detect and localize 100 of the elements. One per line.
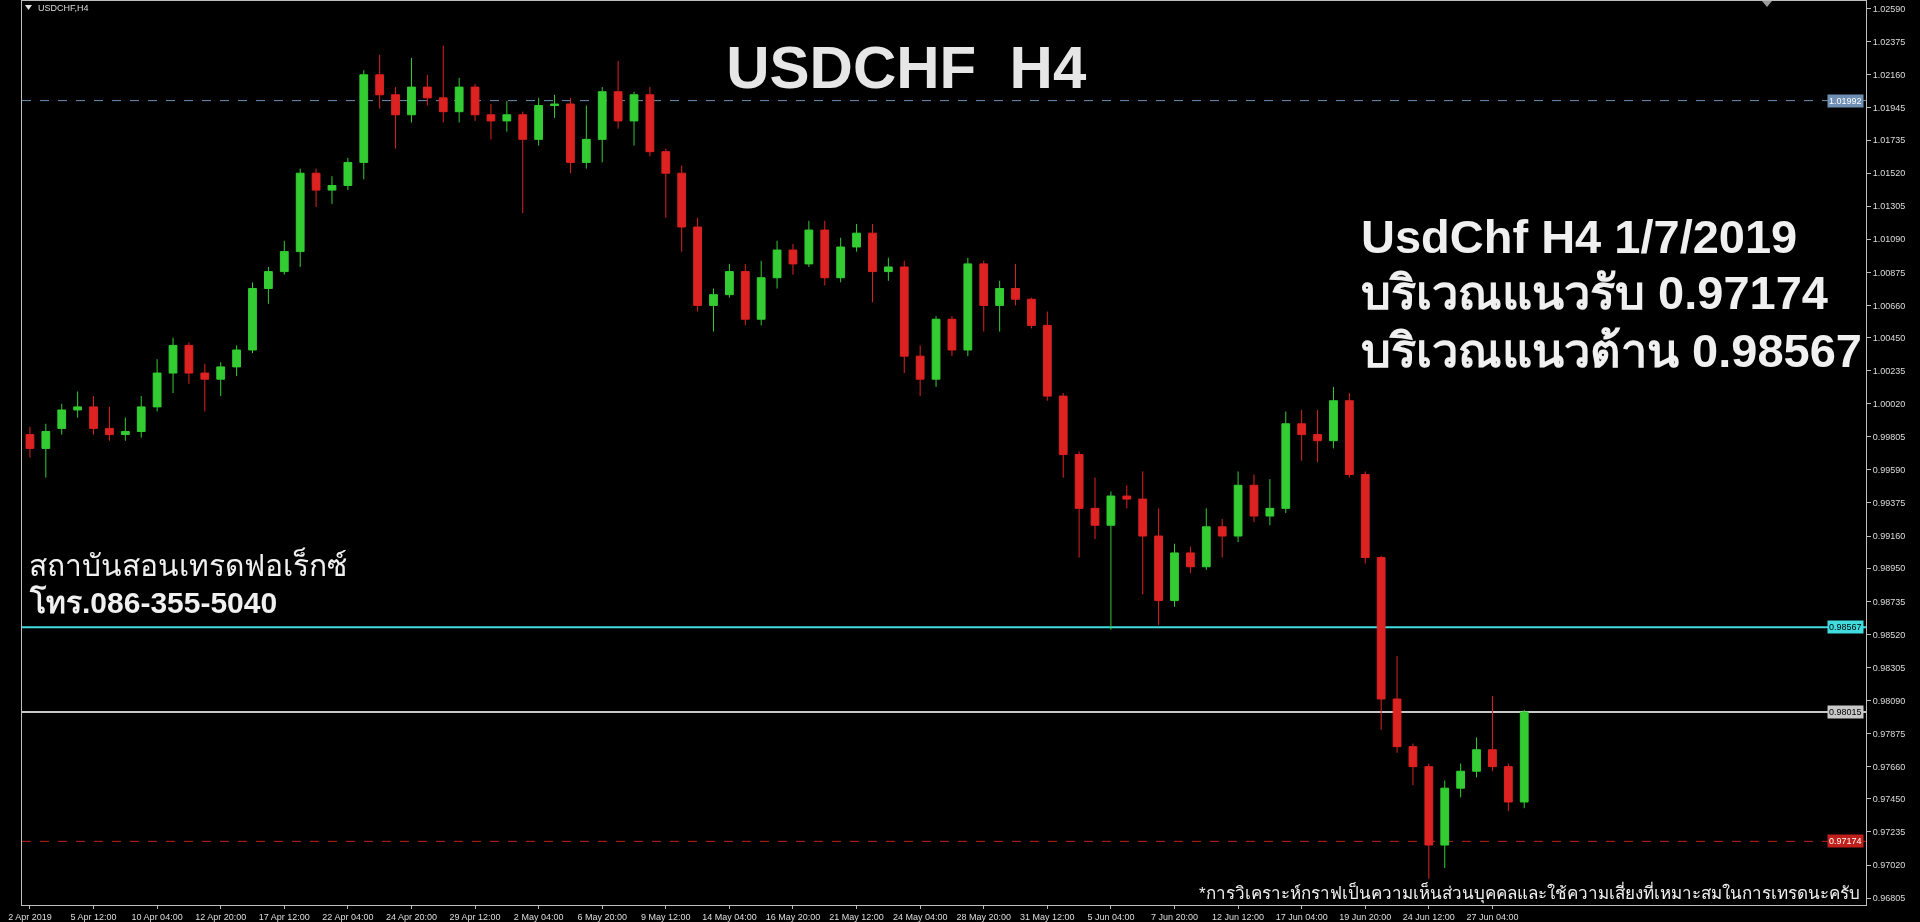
candlestick [184,341,194,385]
x-tick-label: 6 May 20:00 [577,911,627,922]
candlestick [661,148,671,219]
candlestick [1329,386,1338,449]
candlestick [613,60,623,130]
y-tick-label: 1.01520 [1872,168,1906,179]
text: USDCHF H4 [726,34,1087,101]
x-tick-label: 9 May 12:00 [641,911,691,922]
y-tick-label: 0.99375 [1872,498,1906,509]
candlestick [89,395,98,436]
candlestick [693,217,702,313]
y-tick-label: 1.02375 [1872,36,1906,47]
candlestick [756,260,766,326]
y-tick-label: 1.00450 [1872,332,1906,343]
candlestick [836,237,846,283]
candlestick [438,45,448,123]
candlestick [1201,507,1211,571]
candlestick [105,406,114,442]
annotation: *การวิเคราะห์กราฟเป็นความเห็นส่วนบุคคลและใช้ความเสี่ยงที่เหมาะสมในการเทรดนะครับ [1199,881,1860,904]
candlestick [804,220,814,268]
candlestick [375,54,385,110]
candlestick [41,423,51,479]
x-tick-label: 24 May 04:00 [892,911,948,922]
candlestick [1217,518,1227,559]
y-tick-label: 0.97020 [1872,860,1906,871]
candlestick [120,417,130,442]
annotation: บริเวณแนวต้าน 0.98567 [1361,324,1862,377]
x-tick-label: 28 May 20:00 [956,911,1012,922]
candlestick [852,223,861,253]
y-tick-label: 0.99590 [1872,465,1906,476]
candlestick [995,280,1005,333]
candlestick [947,315,957,357]
candlestick [1011,263,1020,306]
candlestick [1265,478,1275,526]
x-tick-label: 17 Apr 12:00 [258,911,310,922]
candlestick [725,263,734,299]
y-tick-label: 0.98950 [1872,563,1906,574]
candlestick [931,315,941,388]
candlestick [1424,763,1434,880]
y-tick-label: 1.01305 [1872,201,1906,212]
candlestick [820,220,830,286]
y-tick-label: 0.98305 [1872,662,1906,673]
x-tick-label: 19 Jun 20:00 [1339,911,1392,922]
candlestick [1106,490,1116,631]
x-tick-label: 21 May 12:00 [829,911,884,922]
candlestick [979,260,989,333]
y-tick-label: 1.01945 [1872,103,1906,113]
y-tick-label: 0.97450 [1872,794,1906,805]
candlestick [1042,311,1052,402]
x-tick-label: 24 Jun 12:00 [1402,911,1455,922]
candlestick [1408,743,1418,786]
y-tick-label: 1.01735 [1872,135,1906,146]
candlestick [597,86,607,163]
x-tick-label: 12 Apr 20:00 [195,911,247,922]
x-tick-label: 24 Apr 20:00 [385,911,437,922]
candlestick [915,344,925,397]
candlestick [1090,477,1100,540]
y-tick-label: 1.00020 [1872,398,1906,409]
x-tick-label: 5 Apr 12:00 [70,911,117,922]
candlestick [550,94,559,119]
candlestick [1392,655,1402,754]
candlestick [1122,484,1132,509]
annotation: บริเวณแนวรับ 0.97174 [1361,266,1828,319]
candlestick [629,91,639,147]
candlestick [152,358,162,412]
annotation: โทร.086-355-5040 [29,584,278,619]
x-tick-label: 2 May 04:00 [513,911,564,922]
y-tick-label: 0.97660 [1872,761,1906,772]
x-tick-label: 29 Apr 12:00 [449,911,501,922]
candlestick [279,240,289,276]
candlestick [1058,392,1068,479]
x-tick-label: 17 Jun 04:00 [1275,911,1328,922]
y-tick-label: 0.96805 [1872,893,1906,904]
candlestick [422,74,432,107]
candlestick [677,165,687,253]
candlestick [1360,470,1370,565]
candlestick [1472,736,1481,778]
y-tick-label: 1.02160 [1872,69,1906,80]
candlestick [327,175,337,205]
candlestick [1376,555,1386,731]
ref-line-label: 0.98015 [1829,707,1862,717]
candlestick [518,111,528,214]
y-tick-label: 0.99805 [1872,432,1906,443]
x-tick-label: 12 Jun 12:00 [1212,911,1265,922]
candlestick [1297,409,1307,462]
candlestick [899,260,909,374]
annotation: USDCHF,H4 [38,3,89,13]
ref-line-label: 0.97174 [1829,836,1862,846]
candlestick [1456,763,1466,798]
annotation: UsdChf H4 1/7/2019 [1361,210,1798,263]
candlestick [73,391,83,419]
y-tick-label: 1.00660 [1872,300,1906,311]
candlestick [311,168,321,208]
candlestick [772,240,782,289]
x-tick-label: 10 Apr 04:00 [131,911,183,922]
candlestick [1313,409,1322,463]
candlestick [581,105,591,170]
candlestick [1154,507,1163,626]
candlestick [1503,763,1513,812]
x-tick-label: 22 Apr 04:00 [322,911,374,922]
